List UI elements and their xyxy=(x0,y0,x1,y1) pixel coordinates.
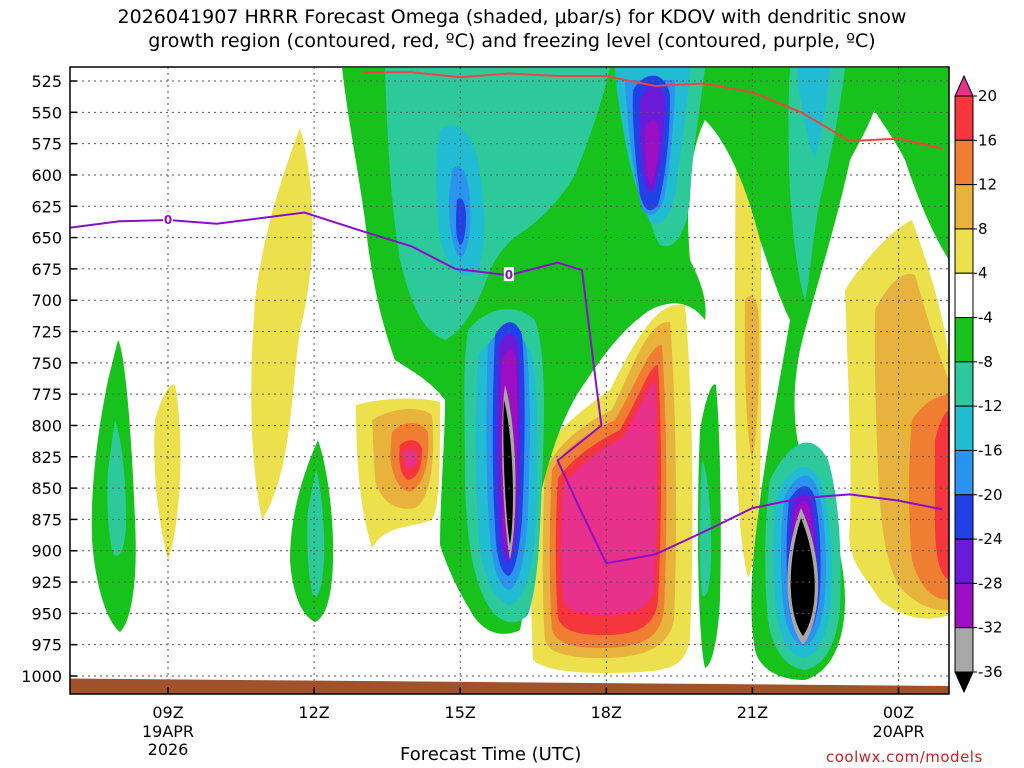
x-tick-label: 15Z xyxy=(445,703,476,722)
shade-lift-28-32 xyxy=(645,120,659,185)
colorbar-bin xyxy=(954,272,974,319)
y-tick-label: 900 xyxy=(31,542,62,561)
colorbar-label: -32 xyxy=(978,619,1003,637)
colorbar-bin xyxy=(954,361,974,407)
y-tick-label: 575 xyxy=(31,135,62,154)
colorbar-bin xyxy=(954,184,974,230)
colorbar-bin-bottom xyxy=(954,671,974,694)
freezing-level-label: 0 xyxy=(164,213,172,227)
colorbar-label: -4 xyxy=(978,309,993,327)
ground-layer xyxy=(70,678,949,694)
colorbar-bin xyxy=(954,449,974,496)
y-tick-label: 775 xyxy=(31,385,62,404)
colorbar-bin xyxy=(954,405,974,451)
credit-link[interactable]: coolwx.com/models xyxy=(826,748,983,766)
y-tick-label: 1000 xyxy=(21,667,62,686)
colorbar-bin xyxy=(954,582,974,629)
y-tick-label: 725 xyxy=(31,323,62,342)
colorbar-label: -24 xyxy=(978,530,1003,548)
y-tick-label: 975 xyxy=(31,636,62,655)
y-tick-label: 800 xyxy=(31,416,62,435)
x-tick-label: 18Z xyxy=(591,703,622,722)
x-tick-label: 09Z xyxy=(152,703,183,722)
y-tick-label: 700 xyxy=(31,291,62,310)
colorbar-bin xyxy=(954,139,974,186)
x-tick-year: 2026 xyxy=(148,740,189,759)
colorbar-bin xyxy=(954,627,974,673)
y-tick-label: 525 xyxy=(31,72,62,91)
freezing-label-bg xyxy=(503,267,514,282)
y-tick-label: 825 xyxy=(31,448,62,467)
x-tick-label: 12Z xyxy=(298,703,329,722)
shade-lift-8-12 xyxy=(788,68,845,300)
colorbar-label: 8 xyxy=(978,220,988,238)
chart-title-line-2: growth region (contoured, red, ºC) and f… xyxy=(148,30,876,52)
y-tick-label: 600 xyxy=(31,166,62,185)
y-tick-label: 925 xyxy=(31,573,62,592)
shade-lift-8-12 xyxy=(307,470,325,597)
y-tick-label: 650 xyxy=(31,229,62,248)
colorbar-label: -8 xyxy=(978,353,993,371)
shade-sink-4-8 xyxy=(251,128,313,520)
colorbar-label: -12 xyxy=(978,397,1003,415)
y-tick-label: 550 xyxy=(31,103,62,122)
shade-sink-gt20 xyxy=(403,448,417,469)
x-axis-title: Forecast Time (UTC) xyxy=(400,744,582,765)
y-axis: 525 550 575 600 625 650 675 700 725 750 775 800 825 8… xyxy=(21,72,77,686)
shade-sink-8-12 xyxy=(744,296,760,460)
shade-lift-4-8 xyxy=(852,68,949,260)
y-tick-label: 950 xyxy=(31,604,62,623)
freezing-level-labels: 00 xyxy=(163,212,514,282)
colorbar-label: -36 xyxy=(978,663,1003,681)
colorbar-label: -28 xyxy=(978,574,1003,592)
x-tick-label: 21Z xyxy=(737,703,768,722)
colorbar-bin-top xyxy=(954,74,974,97)
shade-lift-8-12 xyxy=(107,420,126,556)
colorbar-bin xyxy=(954,494,974,540)
plot-frame xyxy=(69,66,950,695)
shade-lift-8-12 xyxy=(699,460,712,597)
freezing-level-label: 0 xyxy=(505,268,513,282)
chart-title-line-1: 2026041907 HRRR Forecast Omega (shaded, … xyxy=(117,6,907,28)
shade-lift-20-24 xyxy=(456,198,466,245)
colorbar-label: 4 xyxy=(978,264,988,282)
x-tick-date: 19APR xyxy=(142,722,194,741)
colorbar-bin xyxy=(954,228,974,274)
y-tick-label: 625 xyxy=(31,197,62,216)
shade-lift-lt36 xyxy=(790,518,815,636)
y-tick-label: 675 xyxy=(31,260,62,279)
y-tick-label: 750 xyxy=(31,354,62,373)
colorbar-bin xyxy=(954,317,974,363)
colorbar-label: -20 xyxy=(978,486,1003,504)
grid xyxy=(70,67,949,694)
x-tick-label: 00Z xyxy=(883,703,914,722)
omega-shading xyxy=(91,68,949,680)
colorbar-bin xyxy=(954,95,974,141)
colorbar-label: 16 xyxy=(978,131,997,149)
dgz-isotherm-line xyxy=(362,71,943,150)
shade-sink-4-8 xyxy=(154,384,181,560)
x-tick-date: 20APR xyxy=(872,722,924,741)
shade-sink-16-20 xyxy=(935,410,949,580)
colorbar: 20 16 12 8 4 -4 -8 -12 -16 -20 -24 -28 -32 -36 xyxy=(954,74,1003,694)
shade-lift-lt36 xyxy=(503,400,513,545)
y-tick-label: 875 xyxy=(31,510,62,529)
colorbar-label: 12 xyxy=(978,176,997,194)
shade-lift-12-16 xyxy=(797,68,830,160)
colorbar-bin xyxy=(954,538,974,584)
freezing-label-bg xyxy=(163,212,173,227)
colorbar-label: -16 xyxy=(978,441,1003,459)
freezing-level-line xyxy=(70,211,943,565)
colorbar-label: 20 xyxy=(978,87,997,105)
y-tick-label: 850 xyxy=(31,479,62,498)
shade-sink-gt20 xyxy=(560,381,658,615)
